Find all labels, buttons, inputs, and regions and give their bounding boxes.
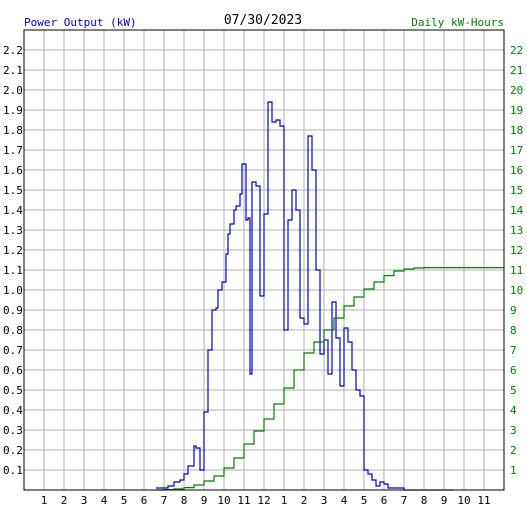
x-tick-label: 5 bbox=[361, 494, 368, 507]
chart-title: 07/30/2023 bbox=[224, 13, 302, 28]
x-tick-label: 1 bbox=[41, 494, 48, 507]
y2-tick-label: 4 bbox=[510, 404, 517, 417]
x-tick-label: 11 bbox=[477, 494, 490, 507]
power-output-series bbox=[156, 101, 454, 491]
y2-tick-label: 22 bbox=[510, 44, 523, 57]
x-tick-label: 1 bbox=[281, 494, 288, 507]
y-tick-label: 0.7 bbox=[3, 344, 23, 357]
x-tick-label: 10 bbox=[217, 494, 230, 507]
x-tick-label: 6 bbox=[381, 494, 388, 507]
y2-tick-label: 6 bbox=[510, 364, 517, 377]
y2-tick-label: 13 bbox=[510, 224, 523, 237]
x-tick-label: 7 bbox=[161, 494, 168, 507]
y-tick-label: 1.0 bbox=[3, 284, 23, 297]
y-tick-label: 1.4 bbox=[3, 204, 23, 217]
daily-kwh-series bbox=[156, 267, 504, 491]
y2-tick-label: 2 bbox=[510, 444, 517, 457]
series bbox=[156, 101, 504, 491]
y-tick-label: 1.5 bbox=[3, 184, 23, 197]
x-tick-label: 9 bbox=[201, 494, 208, 507]
y-tick-label: 1.1 bbox=[3, 264, 23, 277]
y2-tick-label: 10 bbox=[510, 284, 523, 297]
y2-tick-label: 21 bbox=[510, 64, 523, 77]
y-tick-label: 0.6 bbox=[3, 364, 23, 377]
x-tick-label: 5 bbox=[121, 494, 128, 507]
y-tick-label: 2.2 bbox=[3, 44, 23, 57]
x-tick-label: 3 bbox=[321, 494, 328, 507]
y2-tick-label: 17 bbox=[510, 144, 523, 157]
y2-tick-label: 12 bbox=[510, 244, 523, 257]
x-tick-label: 6 bbox=[141, 494, 148, 507]
y-tick-label: 2.1 bbox=[3, 64, 23, 77]
x-tick-label: 2 bbox=[301, 494, 308, 507]
y-tick-label: 0.5 bbox=[3, 384, 23, 397]
right-axis-title: Daily kW-Hours bbox=[411, 16, 504, 29]
x-tick-label: 7 bbox=[401, 494, 408, 507]
y2-tick-label: 1 bbox=[510, 464, 517, 477]
y-tick-label: 1.6 bbox=[3, 164, 23, 177]
y-tick-label: 1.7 bbox=[3, 144, 23, 157]
x-tick-label: 2 bbox=[61, 494, 68, 507]
y2-tick-label: 8 bbox=[510, 324, 517, 337]
y-tick-label: 1.9 bbox=[3, 104, 23, 117]
plot-frame bbox=[23, 29, 505, 491]
y2-tick-label: 3 bbox=[510, 424, 517, 437]
x-tick-label: 3 bbox=[81, 494, 88, 507]
y2-tick-label: 9 bbox=[510, 304, 517, 317]
y2-tick-label: 15 bbox=[510, 184, 523, 197]
x-tick-label: 4 bbox=[341, 494, 348, 507]
y-tick-label: 1.3 bbox=[3, 224, 23, 237]
y-tick-label: 0.3 bbox=[3, 424, 23, 437]
y-tick-label: 0.4 bbox=[3, 404, 23, 417]
y2-tick-label: 5 bbox=[510, 384, 517, 397]
x-tick-label: 12 bbox=[257, 494, 270, 507]
y-tick-label: 0.9 bbox=[3, 304, 23, 317]
x-tick-label: 4 bbox=[101, 494, 108, 507]
y2-tick-label: 18 bbox=[510, 124, 523, 137]
x-tick-label: 9 bbox=[441, 494, 448, 507]
tick-labels: 1 2 3 4 5 6 7 8 9 10 11 12 1 2 3 4 5 6 7 8 9 10 110.10.20.30.4… bbox=[3, 44, 524, 507]
y2-tick-label: 20 bbox=[510, 84, 523, 97]
x-tick-label: 11 bbox=[237, 494, 250, 507]
y-tick-label: 2.0 bbox=[3, 84, 23, 97]
y2-tick-label: 16 bbox=[510, 164, 523, 177]
y-tick-label: 1.2 bbox=[3, 244, 23, 257]
y2-tick-label: 11 bbox=[510, 264, 523, 277]
y-tick-label: 0.1 bbox=[3, 464, 23, 477]
left-axis-title: Power Output (kW) bbox=[24, 16, 137, 29]
x-tick-label: 8 bbox=[421, 494, 428, 507]
y2-tick-label: 7 bbox=[510, 344, 517, 357]
y-tick-label: 1.8 bbox=[3, 124, 23, 137]
y2-tick-label: 14 bbox=[510, 204, 524, 217]
y-tick-label: 0.8 bbox=[3, 324, 23, 337]
x-tick-label: 10 bbox=[457, 494, 470, 507]
x-tick-label: 8 bbox=[181, 494, 188, 507]
y2-tick-label: 19 bbox=[510, 104, 523, 117]
y-tick-label: 0.2 bbox=[3, 444, 23, 457]
